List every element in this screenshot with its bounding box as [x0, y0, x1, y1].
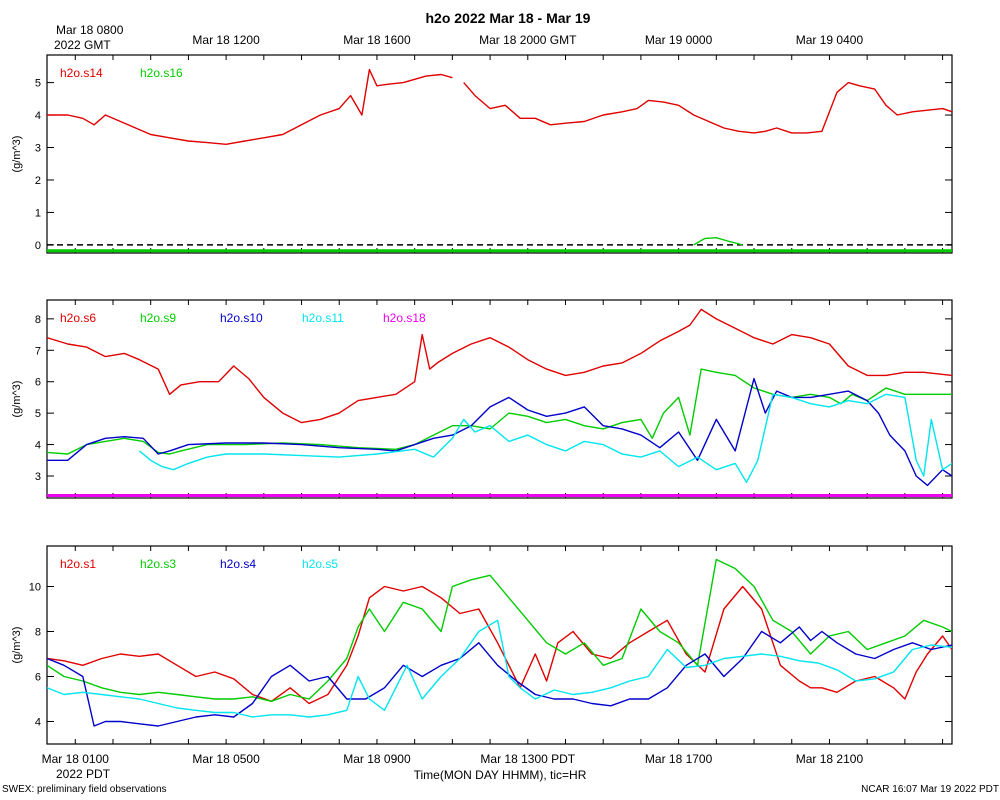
series-line-h2o-s3 — [47, 558, 952, 702]
bottom-axis-label: Mar 18 1700 — [645, 752, 713, 766]
legend-entry: h2o.s9 — [140, 311, 176, 325]
legend-entry: h2o.s5 — [302, 557, 338, 571]
panel-frame — [46, 54, 953, 254]
y-axis-label: (g/m^3) — [11, 627, 23, 664]
legend-entry: h2o.s18 — [383, 311, 426, 325]
series-line-h2o-s16 — [693, 236, 743, 246]
top-axis-label: Mar 18 1600 — [343, 33, 411, 47]
top-axis-label: Mar 18 2000 GMT — [479, 33, 577, 47]
legend-entry: h2o.s16 — [140, 66, 183, 80]
top-axis-label: Mar 19 0400 — [796, 33, 864, 47]
bottom-axis-label: Mar 18 0900 — [343, 752, 411, 766]
legend-entry: h2o.s10 — [220, 311, 263, 325]
y-tick-label: 5 — [35, 78, 41, 90]
y-tick-label: 6 — [35, 377, 41, 389]
y-axis-label: (g/m^3) — [11, 136, 23, 173]
footer-right: NCAR 16:07 Mar 19 2022 PDT — [861, 784, 999, 795]
x-axis-label: Time(MON DAY HHMM), tic=HR — [414, 768, 587, 782]
y-tick-label: 5 — [35, 408, 41, 420]
legend-entry: h2o.s6 — [60, 311, 96, 325]
y-tick-label: 0 — [35, 240, 41, 252]
series-line-h2o-s6 — [47, 308, 952, 424]
y-tick-label: 4 — [35, 440, 41, 452]
series-line-h2o-s4 — [47, 626, 952, 727]
bottom-axis-label: Mar 18 1300 PDT — [480, 752, 575, 766]
y-axis-label: (g/m^3) — [11, 381, 23, 418]
y-tick-label: 8 — [35, 314, 41, 326]
panel-1: 0 1 2 3 4 5 (g/m^3) h2o.s14 h2o.s16 — [11, 54, 953, 254]
series-line-h2o-s5 — [47, 619, 952, 718]
top-axis-first-label-line1: Mar 18 0800 — [56, 23, 124, 37]
bottom-axis-year-label: 2022 PDT — [56, 767, 111, 781]
bottom-axis-label: Mar 18 0100 — [42, 752, 110, 766]
y-tick-label: 4 — [35, 717, 41, 729]
panel-2: 3 4 5 6 7 8 (g/m^3) h2o.s6 h2o.s9 h2o.s10 h2o.s11 h… — [11, 299, 953, 499]
series-line-h2o-s10 — [47, 377, 952, 487]
series-line-h2o-s11 — [138, 393, 952, 483]
chart-title: h2o 2022 Mar 18 - Mar 19 — [426, 10, 591, 26]
y-tick-label: 4 — [35, 110, 41, 122]
legend-entry: h2o.s11 — [302, 311, 344, 325]
bottom-time-axis: 2022 PDT Time(MON DAY HHMM), tic=HR Mar … — [42, 752, 864, 782]
footer-left: SWEX: preliminary field observations — [2, 784, 167, 795]
y-tick-label: 8 — [35, 627, 41, 639]
legend-entry: h2o.s14 — [60, 66, 103, 80]
top-time-axis: Mar 18 0800 2022 GMT Mar 18 1200 Mar 18 1… — [54, 23, 863, 52]
y-tick-label: 7 — [35, 345, 41, 357]
series-line-h2o-s14 — [47, 68, 453, 146]
panel-3: 4 6 8 10 (g/m^3) h2o.s1 h2o.s3 h2o.s4 h2o.s5 — [11, 545, 953, 745]
legend-entry: h2o.s1 — [60, 557, 96, 571]
y-tick-label: 3 — [35, 143, 41, 155]
legend-entry: h2o.s4 — [220, 557, 256, 571]
legend-entry: h2o.s3 — [140, 557, 176, 571]
bottom-axis-label: Mar 18 2100 — [796, 752, 864, 766]
top-axis-label: Mar 19 0000 — [645, 33, 713, 47]
y-tick-label: 1 — [35, 207, 41, 219]
y-tick-label: 10 — [29, 582, 41, 594]
top-axis-first-label-line2: 2022 GMT — [54, 38, 111, 52]
y-tick-label: 3 — [35, 471, 41, 483]
series-line-h2o-s14 — [463, 81, 952, 134]
y-tick-label: 2 — [35, 175, 41, 187]
y-tick-label: 6 — [35, 672, 41, 684]
top-axis-label: Mar 18 1200 — [192, 33, 260, 47]
panel-frame — [46, 299, 953, 499]
series-line-h2o-s9 — [47, 368, 952, 455]
bottom-axis-label: Mar 18 0500 — [192, 752, 260, 766]
